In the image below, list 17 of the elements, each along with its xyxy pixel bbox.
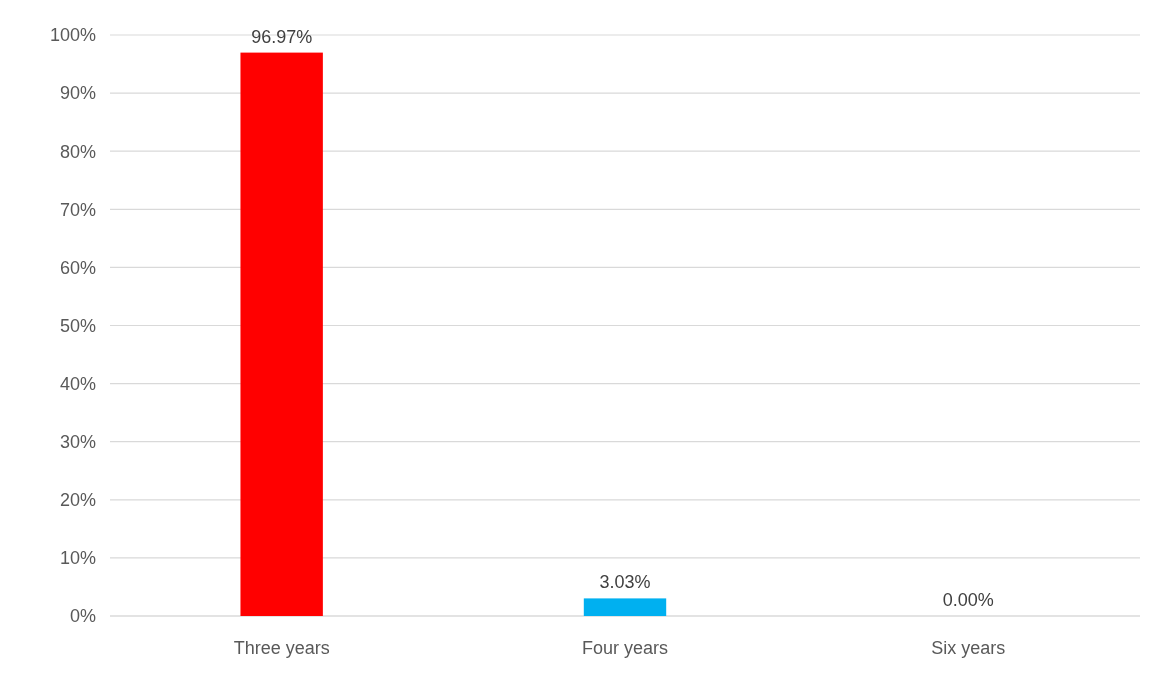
y-tick-label: 0% (69, 606, 96, 627)
data-label: 3.03% (599, 572, 651, 593)
y-tick-label: 90% (59, 83, 96, 104)
y-tick-label: 40% (59, 373, 96, 394)
y-tick-label: 50% (59, 315, 96, 336)
y-tick-label: 100% (49, 25, 96, 46)
y-tick-label: 20% (59, 490, 96, 511)
y-tick-label: 10% (59, 548, 96, 569)
data-label: 96.97% (251, 26, 313, 47)
x-tick-label: Four years (581, 638, 669, 658)
data-label: 0.00% (942, 590, 994, 610)
y-tick-label: 30% (59, 432, 96, 452)
y-tick-label: 80% (59, 141, 96, 162)
x-tick-label: Three years (233, 638, 330, 658)
y-tick-label: 70% (59, 199, 96, 220)
y-tick-label: 60% (59, 257, 96, 278)
x-tick-label: Six years (931, 638, 1006, 658)
